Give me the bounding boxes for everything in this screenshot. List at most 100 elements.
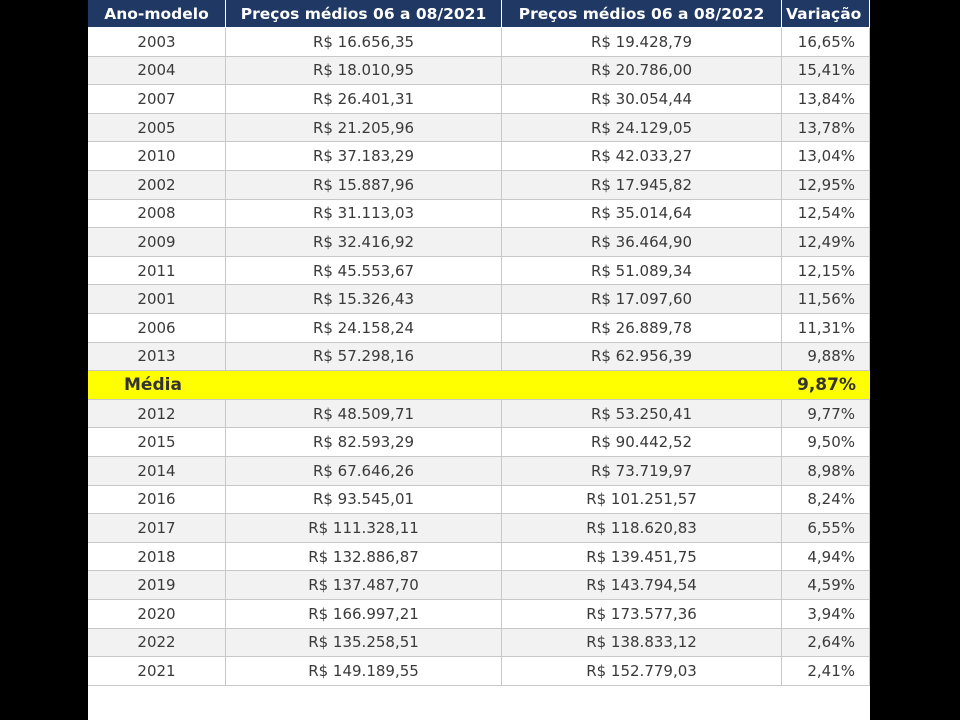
data-row: 2011 R$ 45.553,67 R$ 51.089,34 12,15% [88,256,870,286]
cell: 2009 [88,228,226,256]
table: Ano-modelo Preços médios 06 a 08/2021 Preç… [88,0,870,720]
average-label: Média [124,374,182,395]
cell: R$ 21.205,96 [226,113,502,142]
data-row: 2007 R$ 26.401,31 R$ 30.054,44 13,84% [88,85,870,114]
cell: R$ 57.298,16 [226,342,502,371]
cell: R$ 53.250,41 [502,399,782,428]
cell: R$ 101.251,57 [502,485,782,514]
data-row: 2014 R$ 67.646,26 R$ 73.719,97 8,98% [88,457,870,486]
average-row: Média 9,87% [88,371,870,400]
data-row: 2001 R$ 15.326,43 R$ 17.097,60 11,56% [88,285,870,314]
cell: 9,50% [782,428,870,456]
cell: R$ 62.956,39 [502,342,782,371]
cell: R$ 139.451,75 [502,542,782,571]
cell: 2020 [88,600,226,628]
cell: R$ 31.113,03 [226,199,502,228]
cell: 16,65% [782,28,870,56]
cell: R$ 173.577,36 [502,600,782,628]
cell: 2008 [88,199,226,228]
cell: R$ 26.401,31 [226,85,502,113]
data-row: 2005 R$ 21.205,96 R$ 24.129,05 13,78% [88,113,870,143]
cell: R$ 15.887,96 [226,171,502,199]
cell: R$ 152.779,03 [502,657,782,685]
data-row: 2019 R$ 137.487,70 R$ 143.794,54 4,59% [88,571,870,600]
cell: 13,04% [782,142,870,170]
cell: 13,84% [782,85,870,113]
cell: R$ 37.183,29 [226,142,502,170]
cell: R$ 24.158,24 [226,314,502,342]
cell: R$ 149.189,55 [226,657,502,685]
cell: R$ 132.886,87 [226,542,502,571]
cell: 2,41% [782,657,870,685]
data-row: 2006 R$ 24.158,24 R$ 26.889,78 11,31% [88,314,870,343]
cell: R$ 48.509,71 [226,399,502,428]
data-row: 2018 R$ 132.886,87 R$ 139.451,75 4,94% [88,542,870,572]
cell: R$ 17.097,60 [502,285,782,313]
cell: R$ 24.129,05 [502,113,782,142]
cell: R$ 67.646,26 [226,457,502,485]
cell: 2005 [88,113,226,142]
cell: 8,24% [782,485,870,514]
cell: 2012 [88,399,226,428]
cell: R$ 138.833,12 [502,628,782,657]
cell: 9,88% [782,342,870,371]
data-row: 2021 R$ 149.189,55 R$ 152.779,03 2,41% [88,657,870,686]
cell: 2022 [88,628,226,657]
cell: 12,95% [782,171,870,199]
data-row: 2009 R$ 32.416,92 R$ 36.464,90 12,49% [88,228,870,257]
header-cell: Preços médios 06 a 08/2022 [502,0,782,27]
cell: R$ 19.428,79 [502,28,782,56]
data-row: 2010 R$ 37.183,29 R$ 42.033,27 13,04% [88,142,870,171]
cell: R$ 20.786,00 [502,56,782,85]
cell: 2002 [88,171,226,199]
data-row: 2017 R$ 111.328,11 R$ 118.620,83 6,55% [88,514,870,543]
cell: R$ 26.889,78 [502,314,782,342]
cell: 12,15% [782,256,870,285]
cell: R$ 45.553,67 [226,256,502,285]
header-row: Ano-modelo Preços médios 06 a 08/2021 Preç… [88,0,870,28]
cell: 11,56% [782,285,870,313]
cell: 2011 [88,256,226,285]
cell: 6,55% [782,514,870,542]
cell: R$ 93.545,01 [226,485,502,514]
data-row: 2020 R$ 166.997,21 R$ 173.577,36 3,94% [88,600,870,629]
header-cell: Preços médios 06 a 08/2021 [226,0,502,27]
cell: R$ 137.487,70 [226,571,502,599]
cell: 2,64% [782,628,870,657]
cell: 2016 [88,485,226,514]
cell: 4,94% [782,542,870,571]
cell: R$ 111.328,11 [226,514,502,542]
data-row: 2022 R$ 135.258,51 R$ 138.833,12 2,64% [88,628,870,658]
cell: 2010 [88,142,226,170]
cell: R$ 30.054,44 [502,85,782,113]
cell: 15,41% [782,56,870,85]
cell: 4,59% [782,571,870,599]
cell: 9,77% [782,399,870,428]
cell: 13,78% [782,113,870,142]
data-row: 2016 R$ 93.545,01 R$ 101.251,57 8,24% [88,485,870,515]
cell: R$ 135.258,51 [226,628,502,657]
cell: 2003 [88,28,226,56]
cell: R$ 16.656,35 [226,28,502,56]
header-cell: Ano-modelo [88,0,226,27]
cell: R$ 36.464,90 [502,228,782,256]
cell: 8,98% [782,457,870,485]
cell: 2019 [88,571,226,599]
cell: 2004 [88,56,226,85]
cell: 2007 [88,85,226,113]
cell: 2001 [88,285,226,313]
cell: 2017 [88,514,226,542]
average-value: 9,87% [797,374,856,395]
cell: R$ 143.794,54 [502,571,782,599]
cell: 2018 [88,542,226,571]
cell: R$ 15.326,43 [226,285,502,313]
cell: R$ 51.089,34 [502,256,782,285]
cell: R$ 32.416,92 [226,228,502,256]
cell: R$ 42.033,27 [502,142,782,170]
data-row: 2015 R$ 82.593,29 R$ 90.442,52 9,50% [88,428,870,457]
cell: R$ 17.945,82 [502,171,782,199]
cell: 11,31% [782,314,870,342]
cell: R$ 118.620,83 [502,514,782,542]
cell: 2015 [88,428,226,456]
